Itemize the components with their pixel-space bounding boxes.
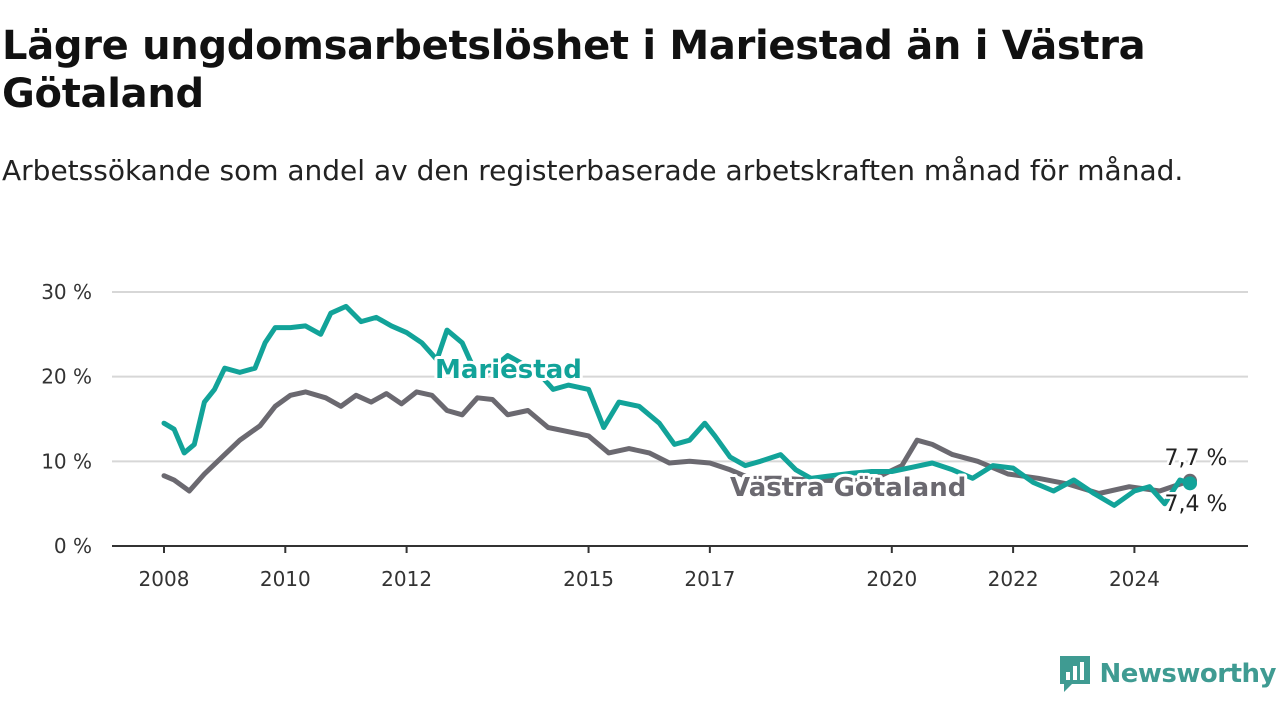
series-label-vastra-gotaland: Västra Götaland (730, 473, 966, 503)
series-labels: Mariestad Västra Götaland 7,7 % 7,4 % (432, 352, 1230, 520)
x-tick-label: 2008 (139, 567, 190, 591)
x-tick-label: 2022 (988, 567, 1039, 591)
y-axis-ticks: 0 % 10 % 20 % 30 % (41, 280, 92, 558)
x-tick-label: 2024 (1109, 567, 1160, 591)
series-lines (161, 303, 1197, 508)
end-point-mariestad (1183, 476, 1197, 491)
newsworthy-logo-icon (1059, 656, 1090, 692)
x-tick-label: 2017 (684, 567, 735, 591)
newsworthy-logo-text: Newsworthy (1099, 659, 1277, 689)
x-tick-label: 2020 (866, 567, 917, 591)
series-line-mariestad (161, 303, 1193, 508)
x-tick-label: 2010 (260, 567, 311, 591)
newsworthy-logo: Newsworthy (1058, 654, 1277, 694)
x-tick-label: 2012 (381, 567, 432, 591)
x-tick-label: 2015 (563, 567, 614, 591)
chart-subtitle: Arbetssökande som andel av den registerb… (2, 154, 1184, 187)
y-tick-label: 0 % (54, 534, 92, 558)
y-tick-label: 20 % (41, 365, 92, 389)
y-tick-label: 30 % (41, 280, 92, 304)
line-chart: 0 % 10 % 20 % 30 % 2008 2010 2012 2015 2017 2020… (41, 280, 1248, 591)
chart-title: Lägre ungdomsarbetslöshet i Mariestad än… (2, 23, 1146, 117)
x-axis: 2008 2010 2012 2015 2017 2020 2022 2024 (112, 545, 1248, 591)
y-tick-label: 10 % (41, 449, 92, 473)
grid-lines (112, 291, 1248, 463)
end-label-vastra-gotaland: 7,7 % (1165, 446, 1228, 471)
end-label-mariestad: 7,4 % (1165, 492, 1228, 517)
series-line-vastra-gotaland (161, 389, 1193, 496)
series-label-mariestad: Mariestad (435, 355, 582, 385)
